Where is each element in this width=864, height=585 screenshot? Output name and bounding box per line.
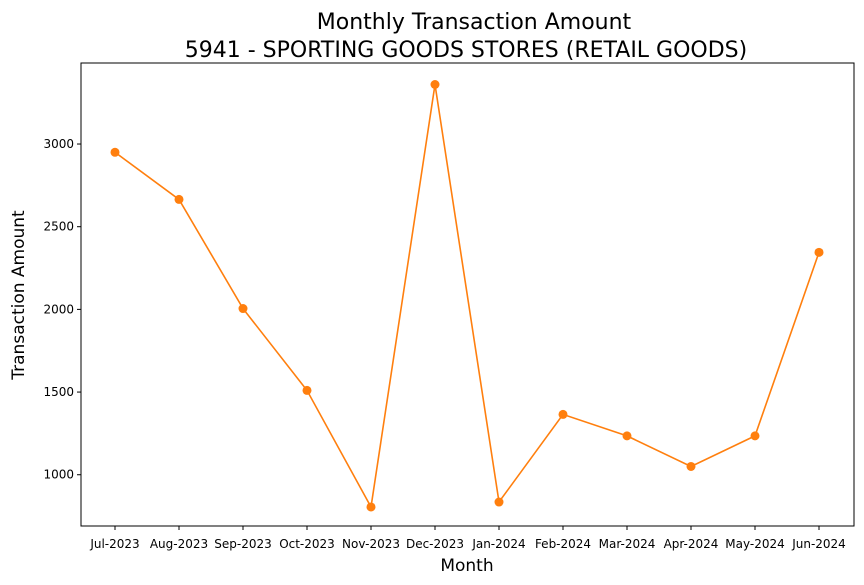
plot-frame (80, 62, 855, 527)
data-point-feb-2024 (558, 409, 568, 419)
data-point-jan-2024 (494, 497, 504, 507)
data-point-jun-2024 (814, 247, 824, 257)
data-point-mar-2024 (622, 431, 632, 441)
data-point-dec-2023 (430, 79, 440, 89)
x-tick-label: Jun-2024 (791, 537, 846, 551)
y-tick-label: 2500 (43, 220, 74, 234)
x-tick-label: Jan-2024 (471, 537, 525, 551)
x-tick-label: Oct-2023 (279, 537, 335, 551)
y-axis: 1000 1500 2000 2500 3000 (43, 137, 81, 482)
data-point-apr-2024 (686, 461, 696, 471)
x-tick-label: Dec-2023 (406, 537, 464, 551)
x-tick-label: Apr-2024 (664, 537, 719, 551)
chart-subtitle: 5941 - SPORTING GOODS STORES (RETAIL GOO… (185, 38, 747, 63)
x-tick-label: May-2024 (725, 537, 784, 551)
y-tick-label: 1000 (43, 468, 74, 482)
data-point-may-2024 (750, 431, 760, 441)
x-axis: Jul-2023 Aug-2023 Sep-2023 Oct-2023 Nov-2023… (89, 526, 846, 551)
x-tick-label: Feb-2024 (535, 537, 591, 551)
x-tick-label: Aug-2023 (150, 537, 208, 551)
y-tick-label: 3000 (43, 137, 74, 151)
data-point-sep-2023 (238, 304, 248, 314)
data-points (110, 79, 824, 512)
series-line (114, 84, 820, 510)
chart-title: Monthly Transaction Amount (317, 10, 632, 35)
x-tick-label: Mar-2024 (599, 537, 656, 551)
x-axis-label: Month (440, 556, 493, 576)
data-point-nov-2023 (366, 502, 376, 512)
data-point-aug-2023 (174, 194, 184, 204)
x-tick-label: Sep-2023 (214, 537, 272, 551)
y-axis-label: Transaction Amount (9, 210, 29, 381)
x-tick-label: Jul-2023 (89, 537, 139, 551)
x-tick-label: Nov-2023 (342, 537, 400, 551)
y-tick-label: 2000 (43, 302, 74, 316)
y-tick-label: 1500 (43, 385, 74, 399)
data-point-jul-2023 (110, 147, 120, 157)
data-point-oct-2023 (302, 385, 312, 395)
